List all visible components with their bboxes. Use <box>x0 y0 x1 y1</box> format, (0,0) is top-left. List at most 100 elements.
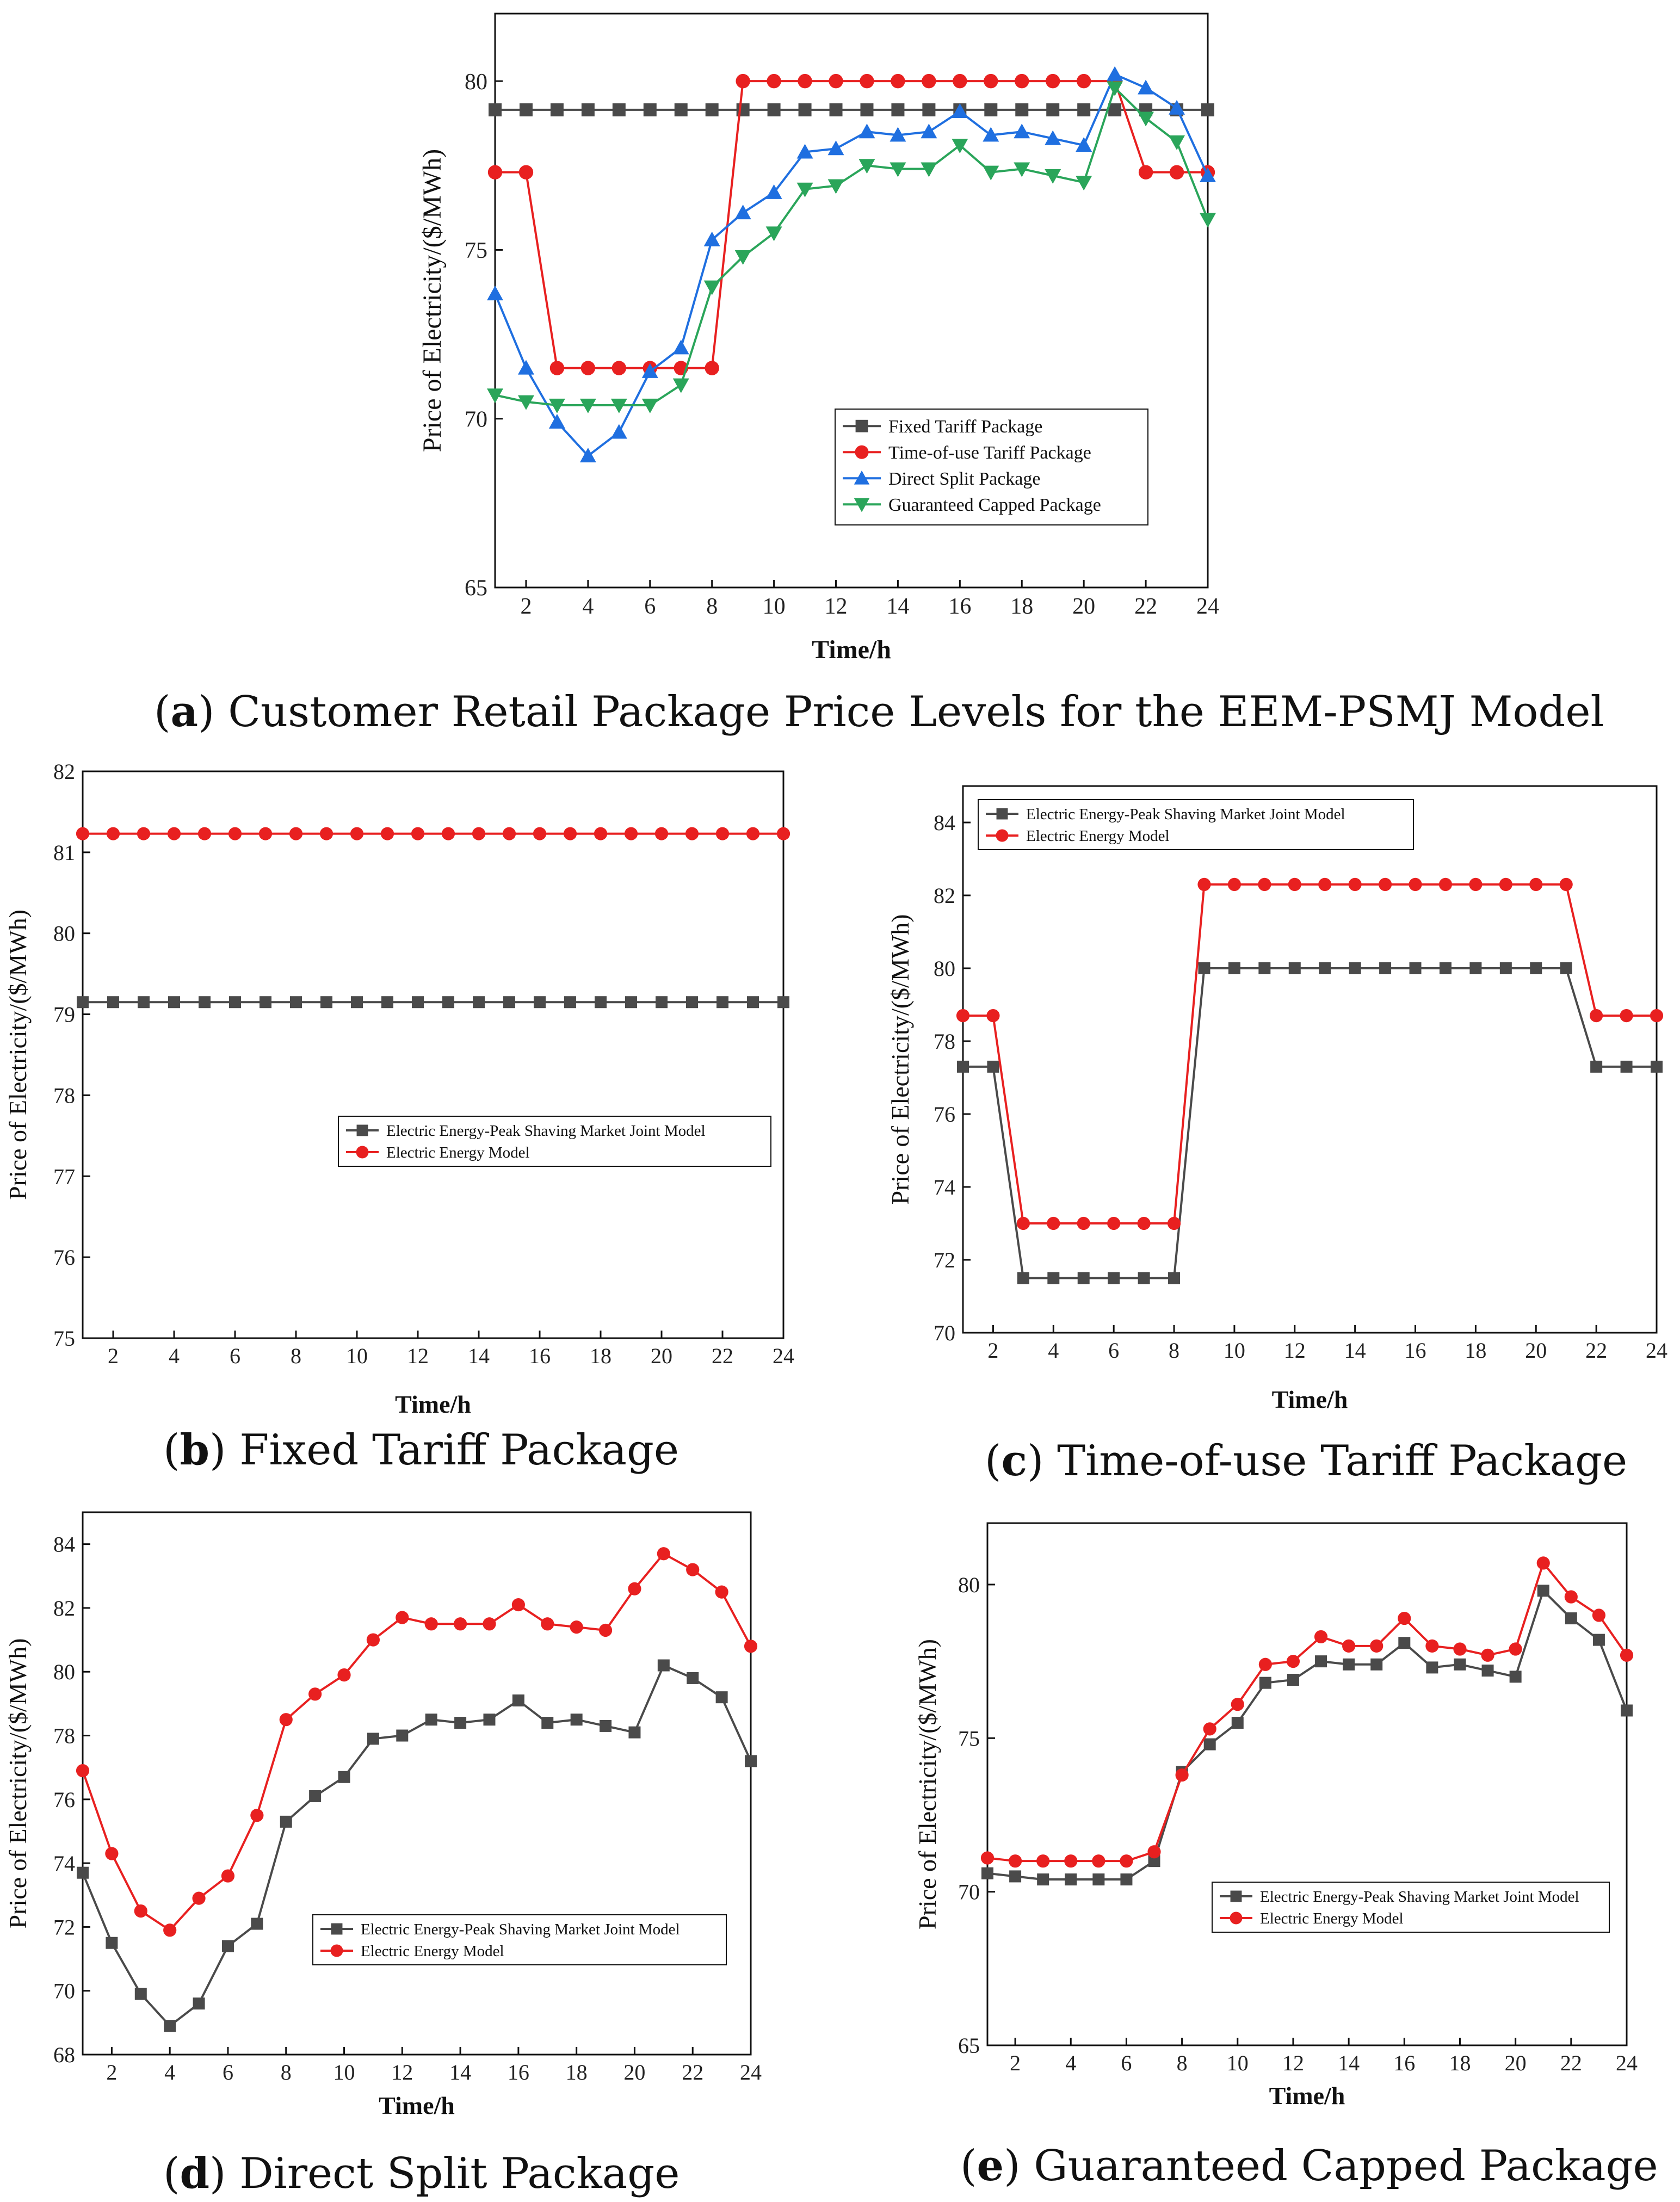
chart-e-data-point <box>1592 1634 1605 1646</box>
chart-a-data-point <box>1138 165 1153 180</box>
chart-a-data-point <box>703 231 720 246</box>
chart-b-data-point <box>77 996 89 1009</box>
chart-a-legend-swatch-marker <box>855 445 869 459</box>
chart-a-data-point <box>858 159 875 174</box>
chart-c-data-point <box>1349 962 1361 974</box>
chart-a-ytick-label: 80 <box>465 70 487 95</box>
chart-e-xtick-label: 12 <box>1282 2051 1304 2075</box>
chart-c-ylabel: Price of Electricity/($/MWh) <box>886 914 914 1205</box>
chart-d-data-point <box>657 1659 670 1672</box>
chart-d-caption: (d) Direct Split Package <box>163 2149 680 2198</box>
chart-b-data-point <box>717 996 728 1009</box>
chart-b-ytick-label: 76 <box>53 1245 75 1270</box>
chart-b-ytick-label: 78 <box>53 1083 75 1108</box>
chart-b-data-point <box>624 827 638 840</box>
chart-b-data-point <box>533 827 547 840</box>
chart-e-xtick-label: 6 <box>1121 2051 1132 2075</box>
chart-e-xtick-label: 20 <box>1505 2051 1527 2075</box>
chart-d-xtick-label: 20 <box>623 2060 645 2085</box>
chart-e-legend-swatch-marker <box>1230 1912 1243 1925</box>
chart-d-data-point <box>193 1997 205 2010</box>
chart-e-data-point <box>1620 1648 1634 1662</box>
chart-a-data-point <box>922 103 936 116</box>
chart-a-data-point <box>1107 66 1123 81</box>
chart-c-data-point <box>1438 877 1453 891</box>
chart-b-xtick-label: 16 <box>529 1344 551 1368</box>
chart-b-data-point <box>199 996 211 1009</box>
chart-c-data-point <box>1590 1060 1603 1073</box>
chart-a-data-point <box>860 73 874 89</box>
chart-b-ytick-label: 80 <box>53 921 75 946</box>
chart-a-data-point <box>550 103 564 116</box>
chart-a-data-point <box>489 103 502 116</box>
chart-a-series-line <box>495 80 1208 369</box>
chart-d-frame <box>82 1511 752 2056</box>
chart-d-data-point <box>337 1668 351 1682</box>
chart-b-data-point <box>441 827 455 840</box>
chart-a-data-point <box>581 103 595 116</box>
caption-open-paren: ( <box>163 1426 180 1475</box>
chart-b-xtick-label: 8 <box>291 1344 301 1368</box>
chart-c-data-point <box>986 1009 1000 1023</box>
chart-d-xtick-label: 8 <box>281 2060 292 2085</box>
chart-c-data-point <box>1107 1216 1121 1230</box>
chart-c-data-point <box>1108 1272 1120 1284</box>
chart-a-data-point <box>1014 123 1030 139</box>
chart-b-data-point <box>289 827 303 840</box>
chart-b-data-point <box>442 996 454 1009</box>
chart-c-data-point <box>1318 877 1332 891</box>
chart-e-series-electric-energy-model <box>980 1556 1634 1868</box>
chart-d-data-point <box>221 1940 234 1952</box>
chart-a-data-point <box>1200 167 1216 182</box>
chart-a-data-point <box>1015 103 1029 116</box>
chart-c-data-point <box>1319 962 1331 974</box>
chart-b-data-point <box>381 996 393 1009</box>
chart-c-legend: Electric Energy-Peak Shaving Market Join… <box>978 799 1414 850</box>
chart-d-series-electric-energy-model <box>76 1547 758 1937</box>
chart-b-data-point <box>106 827 120 840</box>
chart-d-legend-swatch-marker <box>330 1944 343 1957</box>
chart-a-data-point <box>579 398 596 413</box>
chart-d-data-point <box>366 1633 380 1647</box>
chart-b-xtick-label: 2 <box>108 1344 119 1368</box>
chart-a-xtick-label: 24 <box>1196 594 1219 619</box>
chart-d-data-point <box>541 1617 554 1631</box>
chart-e-ytick-label: 75 <box>958 1726 980 1751</box>
chart-d-data-point <box>600 1719 612 1732</box>
chart-d-xlabel: Time/h <box>379 2092 455 2119</box>
chart-b-ytick-label: 75 <box>53 1326 75 1351</box>
chart-d-data-point <box>134 1904 147 1918</box>
chart-a-data-point <box>610 398 627 413</box>
chart-e-data-point <box>1231 1717 1244 1729</box>
chart-a-data-point <box>1200 213 1216 228</box>
chart-e-xtick-label: 14 <box>1338 2051 1360 2075</box>
chart-c-ytick-label: 72 <box>934 1248 955 1272</box>
chart-a-data-point <box>1169 100 1185 115</box>
chart-b-data-point <box>319 827 333 840</box>
chart-a-data-point <box>796 182 813 197</box>
chart-d-data-point <box>106 1937 118 1949</box>
chart-e-xtick-label: 4 <box>1065 2051 1076 2075</box>
chart-a-series-line <box>495 85 1209 406</box>
chart-b: 2 4 6 8 10 12 14 16 18 20 22 247576777879808182Time… <box>4 759 794 1475</box>
chart-d-data-point <box>628 1726 641 1739</box>
chart-e-ytick-label: 65 <box>958 2033 980 2058</box>
chart-b-data-point <box>320 996 332 1009</box>
chart-e-data-point <box>1259 1677 1271 1689</box>
chart-b-xtick-label: 4 <box>169 1344 180 1368</box>
chart-a-data-point <box>674 103 688 116</box>
chart-b-legend-label: Electric Energy-Peak Shaving Market Join… <box>386 1122 706 1140</box>
chart-d-xtick-label: 14 <box>449 2060 471 2085</box>
chart-b-legend-swatch-marker <box>356 1124 368 1136</box>
chart-a-data-point <box>1014 162 1030 177</box>
chart-a-data-point <box>612 103 626 116</box>
chart-d-data-point <box>512 1694 524 1707</box>
chart-b-data-point <box>747 996 759 1009</box>
chart-d-ytick-label: 72 <box>53 1915 75 1939</box>
chart-c-xtick-label: 8 <box>1169 1338 1179 1363</box>
chart-e-data-point <box>1286 1655 1300 1668</box>
chart-b-ytick-label: 77 <box>53 1164 75 1189</box>
chart-d-data-point <box>338 1771 350 1783</box>
chart-c-data-point <box>1017 1272 1029 1284</box>
chart-d-data-point <box>687 1672 699 1684</box>
